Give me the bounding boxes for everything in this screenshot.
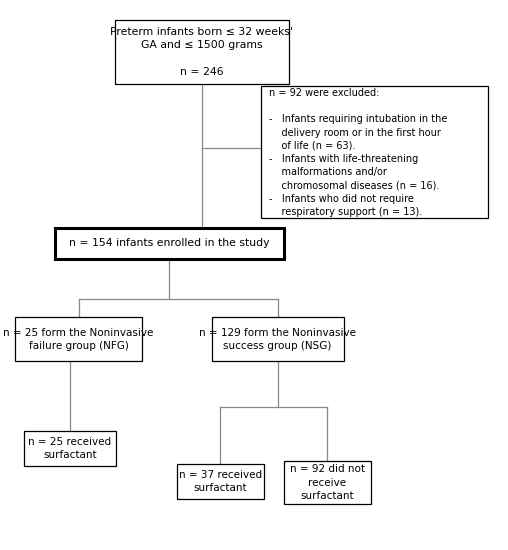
Text: n = 154 infants enrolled in the study: n = 154 infants enrolled in the study (69, 238, 270, 248)
Text: n = 92 did not
receive
surfactant: n = 92 did not receive surfactant (290, 464, 365, 500)
FancyBboxPatch shape (24, 431, 116, 466)
Text: n = 25 received
surfactant: n = 25 received surfactant (28, 437, 112, 460)
FancyBboxPatch shape (262, 86, 488, 218)
Text: n = 37 received
surfactant: n = 37 received surfactant (179, 470, 262, 493)
Text: n = 129 form the Noninvasive
success group (NSG): n = 129 form the Noninvasive success gro… (199, 328, 356, 351)
FancyBboxPatch shape (15, 317, 142, 361)
FancyBboxPatch shape (115, 20, 289, 84)
Text: n = 25 form the Noninvasive
failure group (NFG): n = 25 form the Noninvasive failure grou… (4, 328, 154, 351)
Text: n = 92 were excluded:

-   Infants requiring intubation in the
    delivery room: n = 92 were excluded: - Infants requirin… (269, 88, 448, 217)
FancyBboxPatch shape (212, 317, 343, 361)
FancyBboxPatch shape (177, 464, 264, 499)
FancyBboxPatch shape (284, 461, 371, 504)
Text: Preterm infants born ≤ 32 weeks'
GA and ≤ 1500 grams

n = 246: Preterm infants born ≤ 32 weeks' GA and … (110, 27, 293, 76)
FancyBboxPatch shape (55, 228, 284, 259)
